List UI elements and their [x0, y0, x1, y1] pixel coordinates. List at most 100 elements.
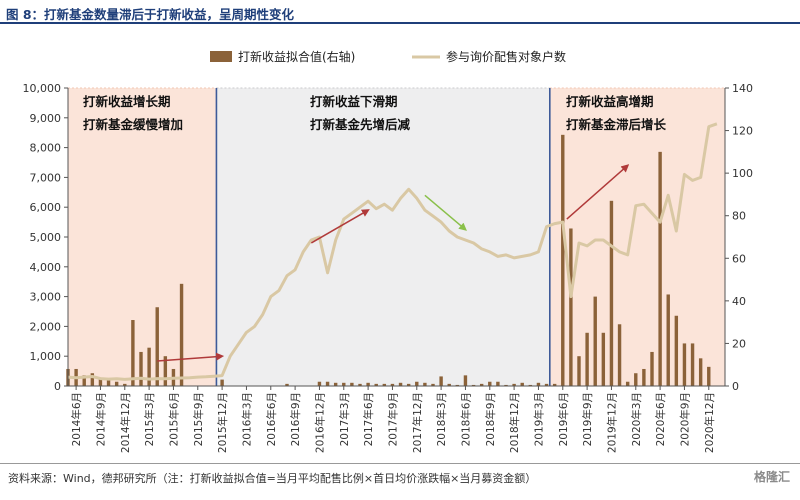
x-tick-label: 2017年6月 [362, 392, 375, 446]
bar-8 [98, 377, 103, 386]
left-tick-label: 6,000 [30, 201, 62, 214]
watermark-logo: 格隆汇 [753, 470, 790, 484]
bar-73 [625, 381, 630, 386]
region-label-1-a: 打新收益增长期 [83, 94, 171, 109]
bar-59 [512, 383, 516, 386]
bar-11 [123, 383, 127, 386]
bar-74 [634, 373, 638, 386]
left-tick-label: 7,000 [30, 171, 62, 184]
x-tick-label: 2016年9月 [289, 392, 302, 446]
x-tick-label: 2017年12月 [411, 392, 424, 453]
bar-56 [488, 381, 492, 386]
bar-63 [544, 383, 549, 386]
line-participants [67, 122, 718, 381]
region-2 [215, 87, 551, 387]
axes: 0 1,000 2,000 3,000 4,000 5,000 6,000 7,000 8,00… [23, 82, 754, 453]
bar-13 [139, 351, 143, 386]
bar-60 [520, 382, 524, 386]
legend: 打新收益拟合值(右轴) 参与询价配售对象户数 [210, 49, 566, 64]
bar-41 [366, 382, 370, 386]
bar-47 [415, 381, 419, 386]
x-tick-label: 2018年6月 [459, 392, 472, 446]
bar-6 [82, 375, 86, 386]
bar-53 [463, 375, 468, 386]
x-tick-label: 2016年6月 [265, 392, 278, 446]
left-tick-label: 2,000 [30, 320, 62, 333]
bar-36 [325, 381, 330, 386]
title-divider [0, 22, 800, 24]
bar-51 [447, 383, 451, 386]
x-tick-label: 2015年3月 [143, 392, 156, 446]
legend-swatch-bar [210, 51, 232, 62]
bar-49 [431, 383, 435, 386]
bar-44 [390, 383, 395, 386]
x-tick-label: 2020年3月 [630, 392, 643, 446]
x-tick-label: 2020年6月 [654, 392, 667, 446]
bar-55 [479, 383, 484, 386]
x-tick-label: 2019年9月 [581, 392, 594, 446]
bar-series [66, 134, 711, 386]
bar-75 [642, 368, 646, 386]
bar-79 [674, 315, 679, 386]
right-tick-label: 120 [732, 125, 753, 138]
bar-50 [439, 376, 443, 386]
bar-12 [131, 320, 135, 386]
bar-37 [333, 382, 338, 386]
region-label-3-b: 打新基金滞后增长 [566, 117, 667, 132]
x-tick-label: 2020年12月 [703, 392, 716, 453]
bar-61 [528, 384, 533, 386]
bar-82 [698, 358, 703, 386]
bar-69 [593, 296, 597, 386]
bar-23 [220, 379, 224, 386]
x-tick-label: 2018年3月 [435, 392, 448, 446]
x-tick-label: 2016年3月 [240, 392, 253, 446]
x-tick-label: 2014年6月 [70, 392, 83, 446]
bar-72 [617, 324, 622, 386]
bar-40 [358, 383, 362, 386]
trend-arrow-2 [310, 209, 370, 244]
x-tick-label: 2016年12月 [313, 392, 326, 453]
right-tick-label: 40 [732, 295, 746, 308]
bar-9 [106, 379, 111, 386]
bar-68 [585, 332, 589, 386]
region-label-2-a: 打新收益下滑期 [310, 94, 398, 109]
bar-58 [504, 384, 508, 386]
source-note: 资料来源：Wind，德邦研究所（注：打新收益拟合值=当月平均配售比例×首日均价涨… [8, 472, 537, 485]
bar-64 [552, 383, 557, 386]
x-tick-label: 2020年9月 [678, 392, 691, 446]
left-tick-label: 0 [54, 380, 61, 393]
bar-57 [496, 381, 500, 386]
bar-14 [147, 347, 151, 386]
bar-18 [179, 283, 184, 386]
bar-65 [561, 134, 565, 386]
line-series [67, 122, 718, 381]
right-tick-label: 80 [732, 210, 746, 223]
trend-arrow-4 [566, 164, 630, 220]
bar-77 [658, 151, 662, 386]
x-tick-label: 2019年3月 [532, 392, 545, 446]
bar-52 [455, 384, 460, 386]
bar-38 [342, 382, 346, 386]
region-label-2-b: 打新基金先增后减 [310, 117, 411, 132]
right-tick-label: 60 [732, 252, 746, 265]
bar-35 [317, 381, 322, 386]
x-tick-label: 2018年12月 [508, 392, 521, 453]
x-tick-label: 2015年9月 [192, 392, 205, 446]
region-1 [67, 87, 217, 387]
bar-67 [577, 356, 581, 386]
left-tick-label: 4,000 [30, 261, 62, 274]
right-tick-label: 140 [732, 82, 753, 95]
x-tick-label: 2019年12月 [605, 392, 618, 453]
bar-62 [536, 382, 541, 386]
bar-78 [666, 294, 670, 386]
left-tick-label: 3,000 [30, 291, 62, 304]
right-tick-label: 20 [732, 337, 746, 350]
figure-title: 图 8：打新基金数量滞后于打新收益，呈周期性变化 [6, 7, 295, 22]
trend-arrow-3 [424, 194, 467, 231]
bar-42 [374, 383, 378, 386]
bar-7 [90, 373, 95, 386]
bar-31 [285, 383, 289, 386]
x-tick-label: 2014年12月 [119, 392, 132, 453]
region-label-3-a: 打新收益高增期 [566, 94, 654, 109]
